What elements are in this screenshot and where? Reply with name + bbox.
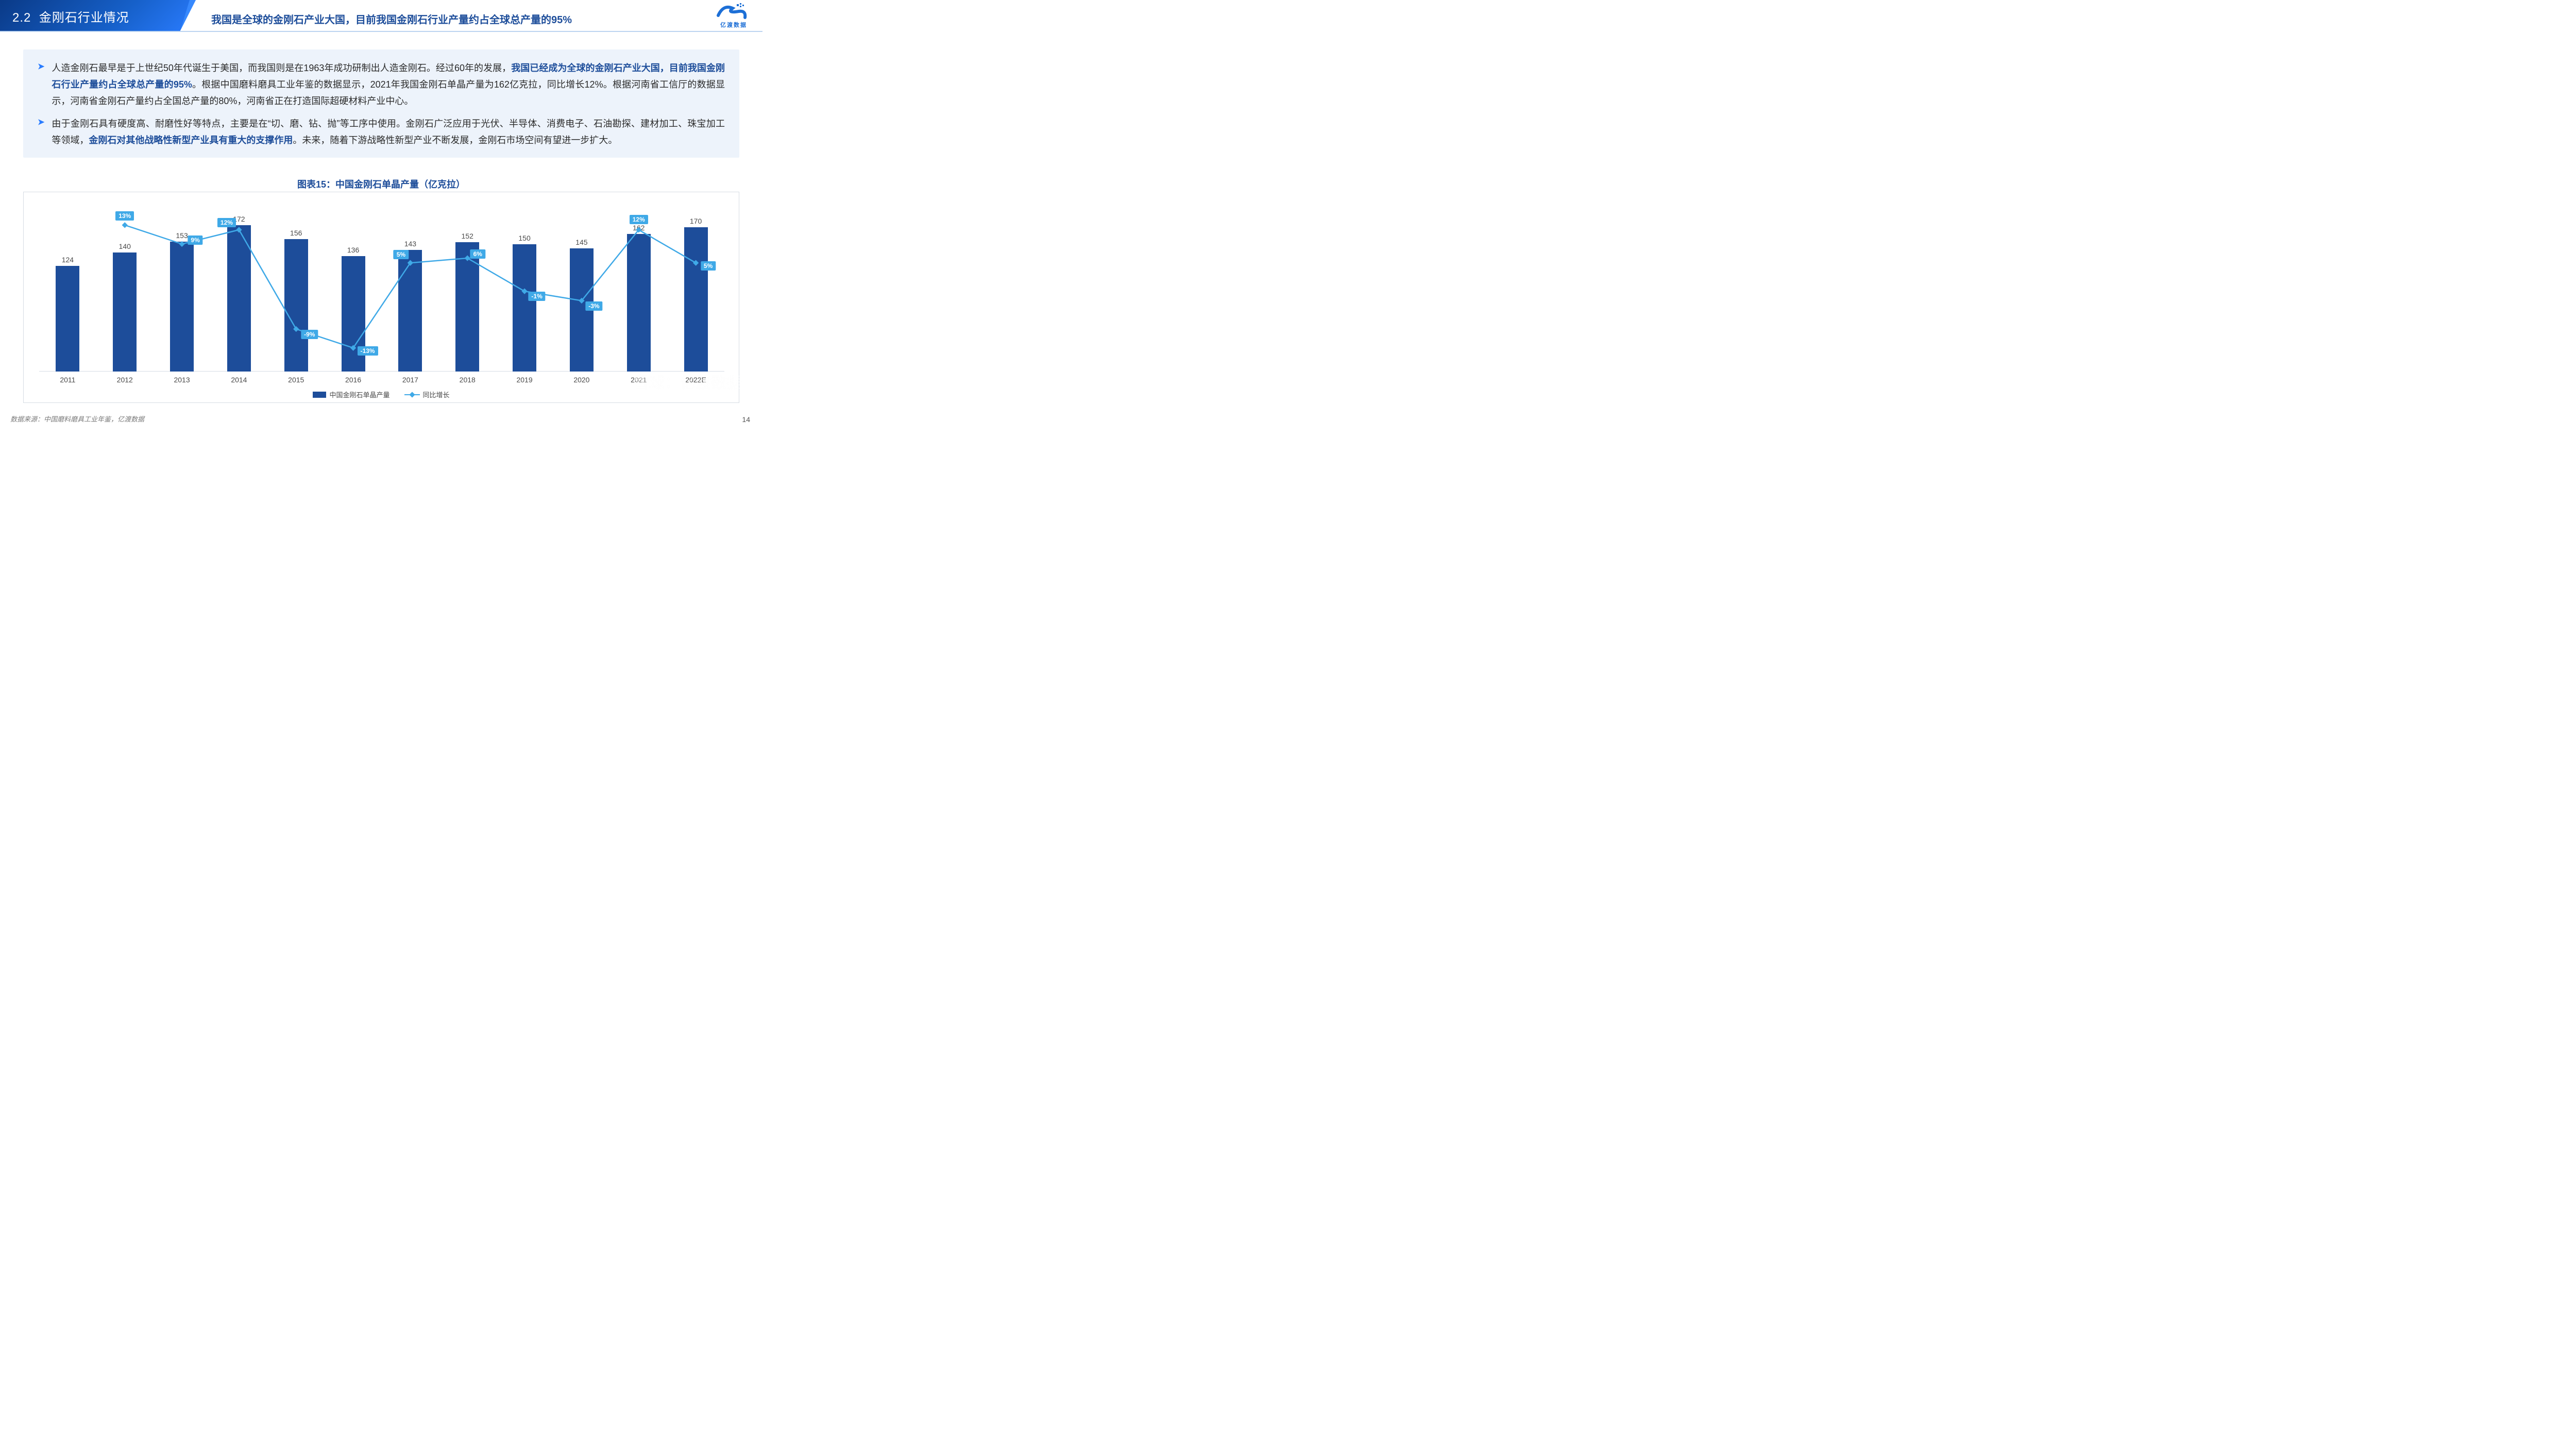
category-label: 2014 — [231, 376, 247, 384]
category-label: 2019 — [516, 376, 532, 384]
line-value-label: 12% — [217, 218, 236, 227]
chevron-icon: ➤ — [38, 115, 44, 148]
line-value-label: 5% — [701, 261, 716, 271]
category-label: 2013 — [174, 376, 190, 384]
category-label: 2012 — [117, 376, 133, 384]
bullet-text-highlight: 金刚石对其他战略性新型产业具有重大的支撑作用 — [89, 135, 293, 145]
section-title: 金刚石行业情况 — [39, 11, 129, 25]
category-label: 2011 — [60, 376, 75, 384]
page-number: 14 — [742, 415, 750, 424]
bullet-text-block: ➤ 人造金刚石最早是于上世纪50年代诞生于美国，而我国则是在1963年成功研制出… — [23, 49, 739, 158]
header-rule — [0, 31, 762, 32]
legend-label-line: 同比增长 — [423, 390, 450, 399]
category-label: 2022E — [685, 376, 706, 384]
data-source: 数据来源：中国磨料磨具工业年鉴，亿渡数据 — [10, 414, 144, 424]
logo-icon — [716, 3, 747, 21]
legend-item-bar: 中国金刚石单晶产量 — [313, 390, 389, 399]
chart-container: 1242011140201215320131722014156201513620… — [23, 192, 739, 403]
brand-logo: 亿渡数据 — [716, 3, 747, 29]
legend-label-bar: 中国金刚石单晶产量 — [329, 390, 389, 399]
bullet-text-post: 。未来，随着下游战略性新型产业不断发展，金刚石市场空间有望进一步扩大。 — [293, 135, 617, 145]
line-value-label: -13% — [358, 346, 378, 356]
category-label: 2017 — [402, 376, 418, 384]
bullet-item: ➤ 由于金刚石具有硬度高、耐磨性好等特点，主要是在“切、磨、钻、抛”等工序中使用… — [38, 115, 725, 148]
slide: 2.2 金刚石行业情况 我国是全球的金刚石产业大国，目前我国金刚石行业产量约占全… — [0, 0, 762, 429]
logo-text: 亿渡数据 — [716, 21, 747, 29]
category-label: 2018 — [460, 376, 476, 384]
section-number: 2.2 — [12, 11, 31, 25]
legend-swatch-line — [404, 392, 420, 398]
chevron-icon: ➤ — [38, 60, 44, 109]
section-heading: 2.2 金刚石行业情况 — [12, 7, 129, 25]
bullet-text-pre: 人造金刚石最早是于上世纪50年代诞生于美国，而我国则是在1963年成功研制出人造… — [52, 63, 511, 73]
category-label: 2021 — [631, 376, 647, 384]
line-value-label: -1% — [528, 292, 545, 301]
line-value-label: 5% — [394, 250, 409, 259]
bullet-text: 由于金刚石具有硬度高、耐磨性好等特点，主要是在“切、磨、钻、抛”等工序中使用。金… — [52, 115, 725, 148]
bullet-item: ➤ 人造金刚石最早是于上世纪50年代诞生于美国，而我国则是在1963年成功研制出… — [38, 60, 725, 109]
line-value-label: 12% — [630, 215, 648, 224]
section-subtitle: 我国是全球的金刚石产业大国，目前我国金刚石行业产量约占全球总产量的95% — [211, 11, 572, 26]
legend-item-line: 同比增长 — [404, 390, 450, 399]
category-label: 2016 — [345, 376, 361, 384]
category-label: 2015 — [288, 376, 304, 384]
line-value-label: 6% — [470, 249, 485, 259]
bullet-text: 人造金刚石最早是于上世纪50年代诞生于美国，而我国则是在1963年成功研制出人造… — [52, 60, 725, 109]
line-value-label: 9% — [188, 235, 202, 245]
line-value-label: 13% — [115, 211, 134, 221]
point-labels-layer: 13% 9% 12% -9% -13% 5% 6% -1% -3% 12% 5% — [39, 201, 724, 372]
line-value-label: -9% — [301, 330, 318, 339]
chart-plot-area: 1242011140201215320131722014156201513620… — [39, 201, 724, 372]
chart-title: 图表15：中国金刚石单晶产量（亿克拉） — [0, 177, 762, 191]
legend-swatch-bar — [313, 392, 326, 398]
category-label: 2020 — [573, 376, 589, 384]
chart-legend: 中国金刚石单晶产量 同比增长 — [24, 390, 739, 399]
line-value-label: -3% — [585, 301, 602, 311]
